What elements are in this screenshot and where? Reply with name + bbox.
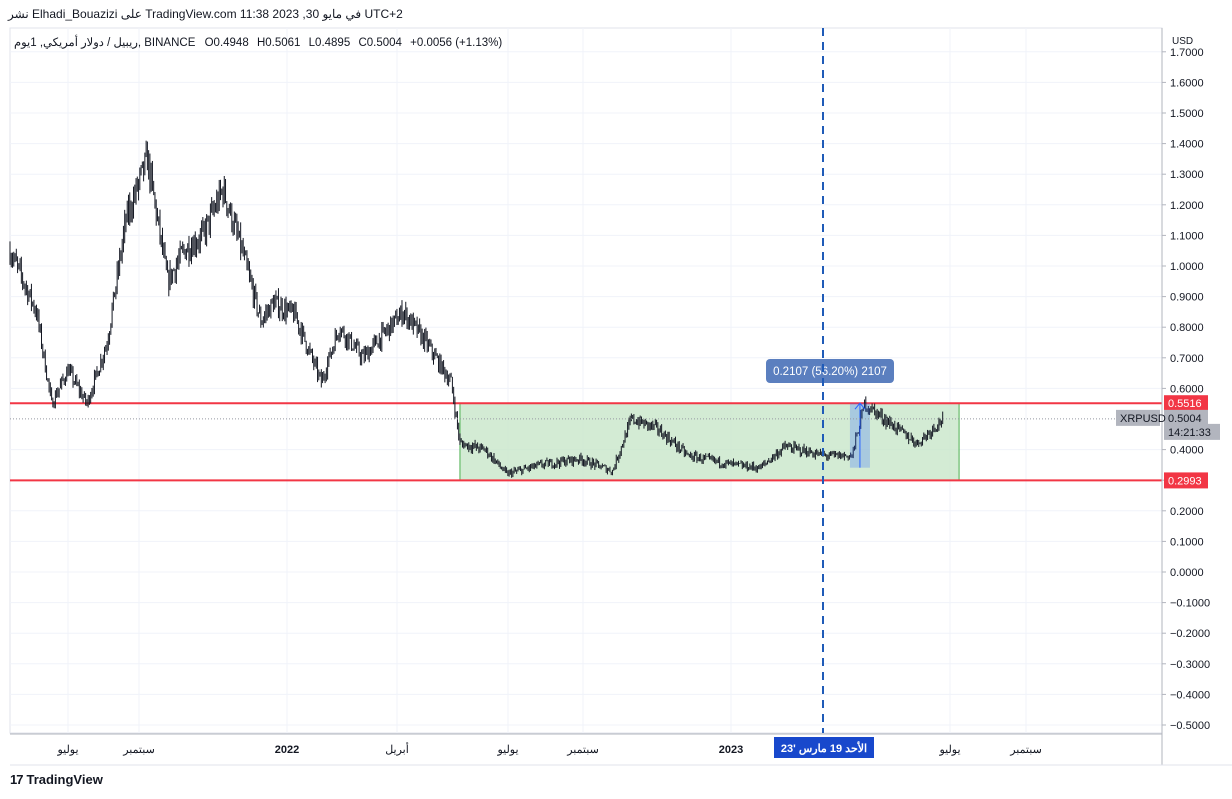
legend-open-label: O (204, 37, 214, 49)
level-lines[interactable] (10, 402, 1162, 482)
candlestick-series (9, 140, 944, 478)
legend-change: +0.0056 (+1.13%) (410, 37, 503, 49)
legend-low: 0.4895 (315, 37, 351, 49)
price-tick-label: −0.1000 (1170, 598, 1210, 610)
price-tick-label: 0.8000 (1170, 322, 1204, 334)
tradingview-logo-icon: 17 (10, 772, 24, 787)
measure-label: 0.2107 (56.20%) 2107 (773, 366, 887, 378)
time-tick-label: 2023 (719, 744, 743, 756)
legend-symbol[interactable]: ريبيل / دولار أمريكي, 1يوم, BINANCE (14, 37, 196, 49)
measure-label-box (766, 359, 894, 383)
price-tick-label: 1.7000 (1170, 47, 1204, 59)
countdown-tag: 14:21:33 (1164, 423, 1220, 440)
publish-info: نشر Elhadi_Bouazizi على TradingView.com … (8, 7, 403, 21)
last-price-tag-bg (1164, 409, 1208, 426)
symbol-name-tag: XRPUSD (1116, 409, 1166, 426)
time-tick-label: سبتمبر (566, 744, 599, 756)
price-tick-label: 1.2000 (1170, 200, 1204, 212)
price-tick-label: 0.2000 (1170, 506, 1204, 518)
range-box[interactable] (459, 402, 960, 481)
support-price-tag: 0.2993 (1164, 472, 1208, 489)
publish-header: نشر Elhadi_Bouazizi على TradingView.com … (0, 0, 1232, 28)
price-tick-label: 0.0000 (1170, 567, 1204, 579)
legend-close: 0.5004 (366, 37, 402, 49)
price-tick-label: −0.2000 (1170, 628, 1210, 640)
brand-name: TradingView (26, 772, 103, 787)
price-tick-label: 0.7000 (1170, 353, 1204, 365)
price-tick-label: −0.5000 (1170, 720, 1210, 732)
legend-high-label: H (256, 37, 266, 49)
support-price-tag-text: 0.2993 (1168, 475, 1202, 487)
price-tick-label: −0.4000 (1170, 689, 1210, 701)
time-tick-label: يوليو (496, 744, 518, 756)
countdown-tag-bg (1164, 423, 1220, 440)
time-tick-label: يوليو (938, 744, 960, 756)
support-price-tag-bg (1164, 472, 1208, 489)
price-tick-label: 1.0000 (1170, 261, 1204, 273)
range-rectangle[interactable] (459, 402, 960, 481)
symbol-name-tag-text: XRPUSD (1120, 413, 1166, 425)
time-tick-label: سبتمبر (1009, 744, 1042, 756)
measure-tool[interactable]: 0.2107 (56.20%) 2107 (766, 359, 894, 468)
legend-high: 0.5061 (265, 37, 301, 49)
ohlc-legend: ريبيل / دولار أمريكي, 1يوم, BINANCE O0.4… (14, 35, 507, 49)
resistance-price-tag-bg (1164, 395, 1208, 412)
crosshair-line: الأحد 19 مارس '23 (774, 28, 874, 758)
legend-low-label: L (308, 37, 316, 49)
time-tick-label: 2022 (275, 744, 299, 756)
time-tick-label: يوليو (56, 744, 78, 756)
price-tick-label: 1.3000 (1170, 169, 1204, 181)
time-tick-label: سبتمبر (122, 744, 155, 756)
footer-brand[interactable]: 17 TradingView (10, 772, 103, 787)
resistance-price-tag-text: 0.5516 (1168, 398, 1202, 410)
price-tick-label: 1.4000 (1170, 139, 1204, 151)
price-tick-label: 1.5000 (1170, 108, 1204, 120)
legend-close-label: C (358, 37, 367, 49)
countdown-tag-text: 14:21:33 (1168, 427, 1211, 439)
currency-label: USD (1172, 36, 1193, 47)
last-price-tag-text: 0.5004 (1168, 413, 1202, 425)
plot-frame (9, 27, 1163, 734)
price-tick-label: 1.1000 (1170, 230, 1204, 242)
crosshair-date-label: الأحد 19 مارس '23 (781, 741, 867, 755)
chart-axes: 1.7000 1.6000 1.5000 1.4000 1.3000 1.2000 1.10… (10, 28, 1232, 766)
price-tick-label: 0.1000 (1170, 536, 1204, 548)
time-tick-label: أبريل (385, 742, 409, 756)
legend-open: 0.4948 (213, 37, 249, 49)
last-price-tag: 0.5004 (1164, 409, 1208, 426)
resistance-price-tag: 0.5516 (1164, 395, 1208, 412)
price-tick-label: 1.6000 (1170, 77, 1204, 89)
price-tick-label: 0.4000 (1170, 445, 1204, 457)
chart-grid (9, 27, 1163, 734)
measure-arrow-icon (854, 402, 866, 410)
price-tick-label: −0.3000 (1170, 659, 1210, 671)
symbol-name-tag-bg (1116, 409, 1160, 426)
price-tick-label: 0.6000 (1170, 383, 1204, 395)
price-tick-label: 0.9000 (1170, 292, 1204, 304)
crosshair-date-tag (774, 737, 874, 758)
